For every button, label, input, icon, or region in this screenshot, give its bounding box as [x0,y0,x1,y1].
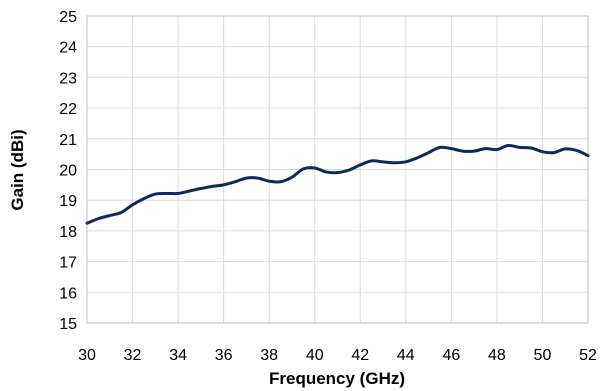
y-tick-label: 24 [59,40,77,57]
y-axis-title: Gain (dBi) [8,129,27,210]
grid [86,15,589,324]
y-tick-label: 15 [59,316,77,333]
x-tick-label: 42 [351,347,369,364]
y-tick-label: 19 [59,193,77,210]
x-tick-label: 30 [78,347,96,364]
series [85,144,590,225]
x-tick-label: 48 [488,347,506,364]
plot-frame [86,15,589,324]
x-tick-label: 46 [442,347,460,364]
x-tick-label: 40 [306,347,324,364]
y-tick-label: 25 [59,9,77,26]
y-tick-label: 17 [59,255,77,272]
y-tick-label: 20 [59,163,77,180]
x-tick-label: 32 [124,347,142,364]
x-tick-label: 38 [260,347,278,364]
gain-series-line [85,144,590,225]
y-tick-label: 18 [59,224,77,241]
y-axis-ticks: 15 16 17 18 19 20 21 22 23 24 25 [59,9,77,333]
x-tick-label: 34 [169,347,187,364]
y-tick-label: 21 [59,132,77,149]
y-tick-label: 23 [59,70,77,87]
x-axis-title: Frequency (GHz) [269,369,405,388]
x-tick-label: 52 [579,347,597,364]
x-tick-label: 44 [397,347,415,364]
x-tick-label: 50 [534,347,552,364]
y-tick-label: 16 [59,285,77,302]
x-axis-ticks: 30 32 34 36 38 40 42 44 46 48 50 52 [78,347,597,364]
x-tick-label: 36 [215,347,233,364]
y-tick-label: 22 [59,101,77,118]
